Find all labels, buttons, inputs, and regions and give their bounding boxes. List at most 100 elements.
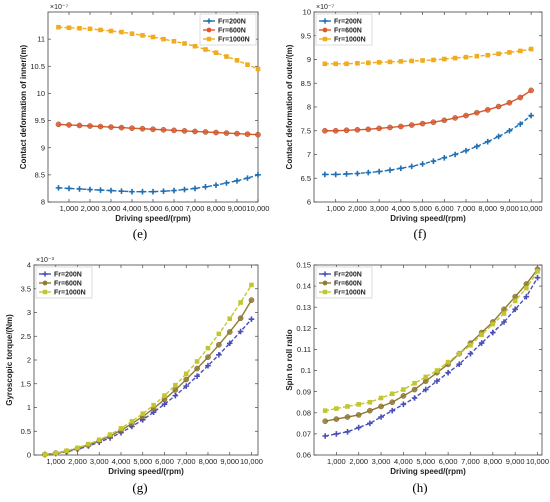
panel-g-data-point bbox=[140, 411, 146, 416]
panel-h-data-point bbox=[367, 407, 373, 414]
panel-g-legend-marker bbox=[42, 289, 48, 295]
panel-h-data-point bbox=[378, 414, 384, 420]
panel-f-data-point bbox=[322, 171, 328, 178]
panel-g-data-point bbox=[205, 354, 211, 360]
panel-g-data-point bbox=[205, 362, 211, 369]
panel-f-ytick-label: 7.5 bbox=[301, 126, 311, 135]
panel-g-data-point bbox=[107, 432, 113, 437]
panel-f-data-point bbox=[354, 170, 361, 177]
panel-e-data-point bbox=[87, 186, 93, 193]
panel-h-x-axis-label: Driving speed/(rpm) bbox=[390, 467, 466, 476]
panel-e-y-axis-label: Contact deformation of inner/(m) bbox=[19, 44, 28, 169]
panel-h-data-point bbox=[356, 402, 362, 407]
panel-h-legend-label: Fr=600N bbox=[334, 280, 362, 287]
panel-g-xtick-label: 4,000 bbox=[112, 457, 131, 466]
panel-g-xtick-label: 6,000 bbox=[155, 457, 174, 466]
panel-e-data-point bbox=[223, 180, 230, 186]
panel-h-data-point bbox=[367, 399, 373, 405]
panel-g-data-point bbox=[183, 371, 189, 377]
panel-f-data-point bbox=[441, 117, 448, 124]
panel-h-legend-marker bbox=[322, 271, 328, 277]
panel-g-data-point bbox=[64, 448, 69, 454]
panel-f-data-point bbox=[474, 53, 480, 59]
panel-h-data-point bbox=[400, 401, 407, 408]
panel-e-xtick-label: 2,000 bbox=[81, 204, 100, 213]
panel-g-data-point bbox=[118, 426, 124, 431]
panel-h-data-point bbox=[523, 293, 530, 300]
panel-e-data-point bbox=[213, 50, 219, 56]
panel-e-data-point bbox=[139, 188, 146, 195]
panel-f-series-line bbox=[324, 115, 532, 176]
panel-h-data-point bbox=[411, 395, 418, 401]
panel-e-data-point bbox=[118, 188, 125, 194]
panel-e-xtick-label: 9,000 bbox=[228, 204, 247, 213]
panel-f-data-point bbox=[408, 122, 415, 128]
panel-f-series-line bbox=[324, 48, 532, 65]
panel-e-legend-marker bbox=[206, 18, 212, 24]
panel-f-ytick-label: 6 bbox=[307, 198, 311, 207]
panel-h-data-point bbox=[367, 420, 373, 427]
panel-f-data-point bbox=[365, 126, 372, 133]
panel-g-ytick-label: 3.5 bbox=[21, 284, 31, 293]
panel-f-data-point bbox=[365, 169, 372, 176]
panel-h-data-point bbox=[535, 269, 540, 274]
panel-e-data-point bbox=[224, 54, 229, 59]
panel-f-xtick-label: 4,000 bbox=[391, 204, 410, 213]
panel-e-xtick-label: 10,000 bbox=[247, 204, 270, 213]
panel-g-data-point bbox=[216, 341, 222, 348]
panel-e-data-point bbox=[129, 188, 135, 195]
panel-e-series-3 bbox=[56, 24, 261, 72]
panel-f-y-axis-label: Contact deformation of outer/(m) bbox=[285, 44, 294, 169]
panel-h-data-point bbox=[468, 342, 473, 348]
panel-h-data-point bbox=[456, 361, 463, 368]
panel-g-xtick-label: 7,000 bbox=[177, 457, 196, 466]
panel-e-data-point bbox=[160, 188, 167, 194]
panel-f-ytick-label: 7 bbox=[307, 150, 311, 159]
panel-e-data-point bbox=[129, 31, 135, 37]
panel-g-xtick-label: 10,000 bbox=[240, 457, 263, 466]
panel-g-data-point bbox=[172, 387, 179, 393]
panel-f-data-point bbox=[495, 103, 502, 110]
panel-g-ytick-label: 4 bbox=[27, 261, 31, 270]
panel-e-x-axis-label: Driving speed/(rpm) bbox=[115, 214, 191, 223]
panel-e-ytick-label: 10.5 bbox=[30, 62, 45, 71]
panel-e-data-point bbox=[244, 175, 251, 181]
panel-f-data-point bbox=[354, 127, 361, 133]
panel-e-data-point bbox=[203, 47, 208, 52]
panel-e-series-2 bbox=[55, 121, 261, 138]
panel-g-series-3 bbox=[42, 282, 254, 457]
panel-f-data-point bbox=[344, 61, 349, 67]
panel-f-data-point bbox=[441, 155, 448, 161]
panel-h-data-point bbox=[422, 386, 429, 393]
panel-e-ytick-label: 9.5 bbox=[35, 116, 45, 125]
panel-g-ytick-label: 0.5 bbox=[21, 427, 31, 436]
panel-e-y-multiplier: ×10⁻⁷ bbox=[50, 4, 69, 11]
panel-e-data-point bbox=[139, 125, 146, 132]
panel-g-data-point bbox=[194, 359, 200, 364]
panel-f-x-axis-label: Driving speed/(rpm) bbox=[390, 214, 466, 223]
panel-h-data-point bbox=[445, 359, 451, 365]
panel-f-data-point bbox=[452, 151, 458, 158]
panel-f-data-point bbox=[452, 55, 458, 61]
panel-f-data-point bbox=[430, 158, 437, 164]
panel-f-data-point bbox=[517, 121, 524, 127]
panel-e-xtick-label: 8,000 bbox=[207, 204, 226, 213]
panel-h-data-point bbox=[355, 412, 362, 418]
panel-g-data-point bbox=[248, 297, 255, 303]
panel-f-data-point bbox=[430, 119, 437, 125]
panel-g-ytick-label: 2 bbox=[27, 356, 31, 365]
panel-g-ytick-label: 0 bbox=[27, 451, 31, 460]
panel-h-ytick-label: 0.07 bbox=[296, 429, 311, 438]
panel-h-legend-marker bbox=[322, 289, 328, 295]
panel-f-data-point bbox=[474, 143, 480, 150]
panel-h-data-point bbox=[412, 380, 417, 386]
panel-e-data-point bbox=[255, 131, 261, 138]
panel-e-data-point bbox=[97, 187, 104, 193]
panel-g-ytick-label: 1 bbox=[27, 403, 31, 412]
panel-f-data-point bbox=[333, 61, 339, 67]
panel-g-legend-label: Fr=200N bbox=[54, 271, 82, 278]
panel-f-legend: Fr=200N Fr=600N Fr=1000N bbox=[315, 13, 373, 46]
panel-e-data-point bbox=[171, 39, 177, 44]
panel-f-data-point bbox=[495, 133, 502, 140]
panel-e-ytick-label: 11 bbox=[37, 35, 45, 44]
